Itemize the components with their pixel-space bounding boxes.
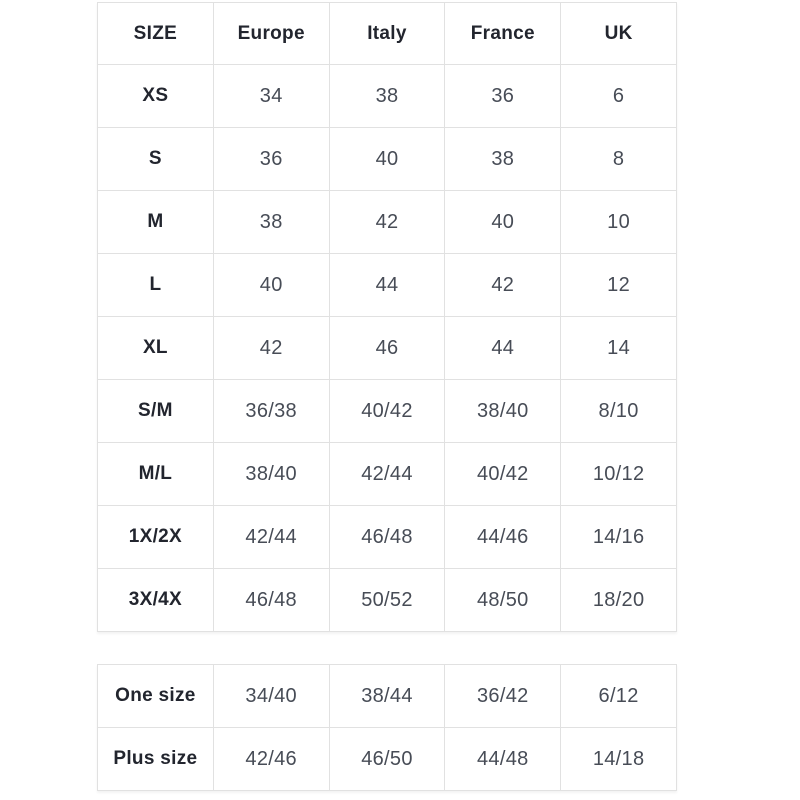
table-row: M 38 42 40 10 (97, 190, 677, 254)
size-label-cell: 3X/4X (97, 568, 214, 632)
size-value-cell: 50/52 (328, 568, 446, 632)
special-size-table: One size 34/40 38/44 36/42 6/12 Plus siz… (97, 664, 677, 791)
size-value-cell: 38 (444, 127, 562, 191)
table-row: Plus size 42/46 46/50 44/48 14/18 (97, 727, 677, 791)
size-value-cell: 10/12 (560, 442, 677, 506)
size-value-cell: 44/48 (444, 727, 562, 791)
size-value-cell: 18/20 (560, 568, 677, 632)
table-row: 3X/4X 46/48 50/52 48/50 18/20 (97, 568, 677, 632)
size-value-cell: 38/40 (444, 379, 562, 443)
size-label-cell: L (97, 253, 214, 317)
size-value-cell: 42/44 (328, 442, 446, 506)
table-row: S 36 40 38 8 (97, 127, 677, 191)
size-value-cell: 46/48 (328, 505, 446, 569)
header-row: SIZE Europe Italy France UK (97, 2, 677, 65)
size-value-cell: 38/40 (212, 442, 330, 506)
size-value-cell: 40 (444, 190, 562, 254)
size-value-cell: 46 (328, 316, 446, 380)
size-value-cell: 36 (444, 64, 562, 128)
size-value-cell: 40 (212, 253, 330, 317)
size-value-cell: 6 (560, 64, 677, 128)
size-value-cell: 10 (560, 190, 677, 254)
size-value-cell: 40 (328, 127, 446, 191)
size-value-cell: 14/16 (560, 505, 677, 569)
size-value-cell: 42/44 (212, 505, 330, 569)
table-row: L 40 44 42 12 (97, 253, 677, 317)
size-value-cell: 8/10 (560, 379, 677, 443)
size-value-cell: 34 (212, 64, 330, 128)
size-label-cell: M (97, 190, 214, 254)
size-label-cell: S/M (97, 379, 214, 443)
table-row: One size 34/40 38/44 36/42 6/12 (97, 664, 677, 728)
size-value-cell: 44 (444, 316, 562, 380)
size-label-cell: 1X/2X (97, 505, 214, 569)
size-value-cell: 38 (212, 190, 330, 254)
column-header-uk: UK (560, 2, 677, 65)
size-label-cell: M/L (97, 442, 214, 506)
size-value-cell: 8 (560, 127, 677, 191)
size-label-cell: Plus size (97, 727, 214, 791)
size-conversion-table: SIZE Europe Italy France UK XS 34 38 36 … (97, 2, 677, 632)
size-chart: SIZE Europe Italy France UK XS 34 38 36 … (97, 2, 677, 791)
size-label-cell: One size (97, 664, 214, 728)
size-value-cell: 44 (328, 253, 446, 317)
size-value-cell: 36 (212, 127, 330, 191)
size-label-cell: S (97, 127, 214, 191)
size-value-cell: 12 (560, 253, 677, 317)
size-value-cell: 36/38 (212, 379, 330, 443)
size-value-cell: 38/44 (328, 664, 446, 728)
table-row: M/L 38/40 42/44 40/42 10/12 (97, 442, 677, 506)
size-value-cell: 34/40 (212, 664, 330, 728)
table-row: XS 34 38 36 6 (97, 64, 677, 128)
size-value-cell: 42/46 (212, 727, 330, 791)
size-value-cell: 42 (328, 190, 446, 254)
column-header-europe: Europe (212, 2, 330, 65)
size-value-cell: 48/50 (444, 568, 562, 632)
size-value-cell: 46/48 (212, 568, 330, 632)
size-value-cell: 42 (212, 316, 330, 380)
size-value-cell: 6/12 (560, 664, 677, 728)
size-value-cell: 36/42 (444, 664, 562, 728)
size-value-cell: 14/18 (560, 727, 677, 791)
table-row: XL 42 46 44 14 (97, 316, 677, 380)
table-row: S/M 36/38 40/42 38/40 8/10 (97, 379, 677, 443)
size-value-cell: 46/50 (328, 727, 446, 791)
size-value-cell: 38 (328, 64, 446, 128)
column-header-france: France (444, 2, 562, 65)
column-header-size: SIZE (97, 2, 214, 65)
size-value-cell: 44/46 (444, 505, 562, 569)
size-label-cell: XL (97, 316, 214, 380)
size-value-cell: 14 (560, 316, 677, 380)
size-value-cell: 40/42 (444, 442, 562, 506)
table-row: 1X/2X 42/44 46/48 44/46 14/16 (97, 505, 677, 569)
column-header-italy: Italy (328, 2, 446, 65)
size-value-cell: 42 (444, 253, 562, 317)
size-value-cell: 40/42 (328, 379, 446, 443)
size-label-cell: XS (97, 64, 214, 128)
